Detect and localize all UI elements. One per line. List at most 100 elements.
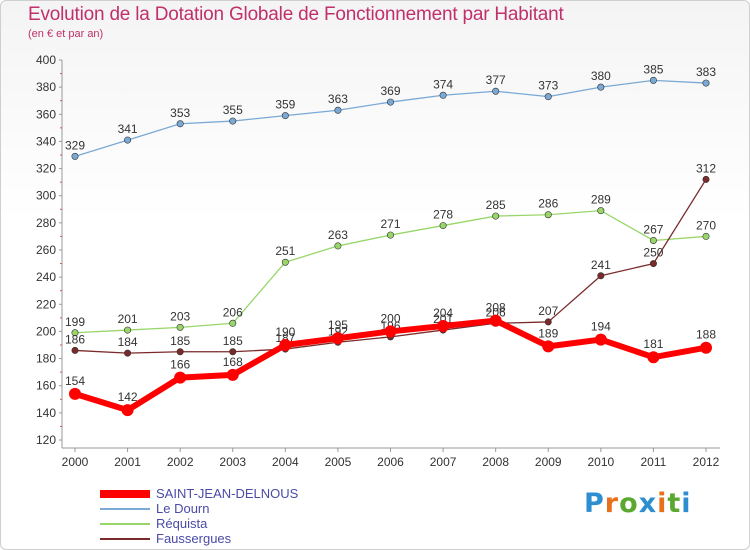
x-tick-label: 2003	[219, 455, 246, 469]
data-label: 267	[643, 223, 663, 237]
y-tick-label: 300	[36, 189, 56, 203]
data-point	[544, 93, 552, 101]
data-label: 184	[118, 335, 138, 349]
data-point	[489, 314, 502, 327]
data-point	[386, 98, 394, 106]
data-point	[597, 207, 605, 215]
legend-swatch	[100, 538, 150, 540]
data-point	[71, 152, 79, 160]
data-label: 190	[275, 325, 295, 339]
legend-label: Le Dourn	[156, 501, 210, 516]
legend-label: SAINT-JEAN-DELNOUS	[156, 486, 299, 501]
data-point	[439, 91, 447, 99]
data-label: 166	[170, 358, 190, 372]
data-label: 200	[380, 311, 400, 325]
data-label: 286	[538, 197, 558, 211]
data-label: 271	[380, 217, 400, 231]
data-point	[229, 348, 237, 356]
data-point	[334, 242, 342, 250]
data-point	[594, 333, 607, 346]
data-label: 241	[591, 258, 611, 272]
data-label: 208	[486, 301, 506, 315]
legend-swatch	[100, 523, 150, 525]
data-label: 385	[643, 62, 663, 76]
data-label: 312	[696, 161, 716, 175]
data-label: 142	[118, 390, 138, 404]
x-tick-label: 2012	[693, 455, 720, 469]
x-tick-label: 2011	[641, 455, 667, 469]
data-label: 369	[380, 84, 400, 98]
x-tick-label: 2001	[114, 455, 141, 469]
logo-letter: i	[657, 488, 668, 519]
y-tick-label: 220	[36, 297, 56, 311]
y-tick-label: 320	[36, 162, 56, 176]
legend-swatch	[100, 508, 150, 510]
logo-letter: x	[638, 488, 658, 519]
data-point	[597, 83, 605, 91]
y-tick-label: 340	[36, 134, 56, 148]
data-point	[71, 329, 79, 337]
x-tick-label: 2000	[62, 455, 89, 469]
data-label: 285	[486, 198, 506, 212]
data-label: 204	[433, 306, 453, 320]
y-tick-label: 360	[36, 107, 56, 121]
data-point	[649, 237, 657, 245]
x-tick-label: 2005	[325, 455, 352, 469]
y-tick-label: 160	[36, 379, 56, 393]
data-point	[544, 211, 552, 219]
data-point	[279, 339, 292, 351]
legend-label: Faussergues	[156, 531, 232, 546]
y-tick-label: 280	[36, 216, 56, 230]
data-label: 199	[65, 315, 85, 329]
data-point	[124, 136, 132, 144]
line-chart: 120 140 160 180 200 220 240 260 280 300 320 340 360 3…	[36, 53, 720, 469]
data-label: 188	[696, 328, 716, 342]
data-point	[174, 371, 187, 384]
data-label: 278	[433, 208, 453, 222]
y-tick-label: 240	[36, 270, 56, 284]
data-label: 203	[170, 309, 190, 323]
y-tick-label: 200	[36, 324, 56, 338]
data-label: 355	[223, 103, 243, 117]
data-point	[492, 212, 500, 220]
data-point	[542, 340, 555, 353]
chart-subtitle: (en € et par an)	[28, 28, 104, 40]
data-point	[331, 332, 344, 345]
y-tick-label: 400	[36, 53, 56, 67]
proxiti-logo: Proxiti	[584, 488, 692, 519]
data-label: 206	[486, 305, 506, 319]
data-point	[702, 79, 710, 87]
logo-letter: o	[619, 488, 639, 519]
data-label: 374	[433, 77, 453, 91]
logo-letter: P	[584, 488, 605, 519]
legend-item: Le Dourn	[100, 501, 298, 516]
data-label: 251	[275, 244, 295, 258]
data-label: 189	[538, 326, 558, 340]
data-label: 383	[696, 65, 716, 79]
data-label: 373	[538, 79, 558, 93]
data-point	[176, 348, 184, 356]
chart-title: Evolution de la Dotation Globale de Fonc…	[28, 4, 564, 25]
legend-label: Réquista	[156, 516, 208, 531]
data-label: 194	[591, 320, 611, 334]
data-point	[229, 319, 237, 327]
data-label: 207	[538, 304, 558, 318]
data-label: 206	[223, 305, 243, 319]
data-point	[544, 318, 552, 326]
legend-swatch	[100, 490, 150, 498]
data-label: 329	[65, 138, 85, 152]
data-label: 195	[328, 318, 348, 332]
y-tick-label: 140	[36, 406, 56, 420]
data-label: 168	[223, 355, 243, 369]
data-point	[226, 368, 239, 381]
x-tick-label: 2010	[587, 455, 614, 469]
data-label: 353	[170, 106, 190, 120]
data-point	[69, 387, 81, 400]
data-label: 250	[643, 246, 663, 260]
data-point	[437, 320, 450, 332]
data-label: 186	[65, 332, 85, 346]
data-point	[176, 323, 184, 331]
data-point	[647, 351, 660, 364]
y-tick-label: 180	[36, 352, 56, 366]
